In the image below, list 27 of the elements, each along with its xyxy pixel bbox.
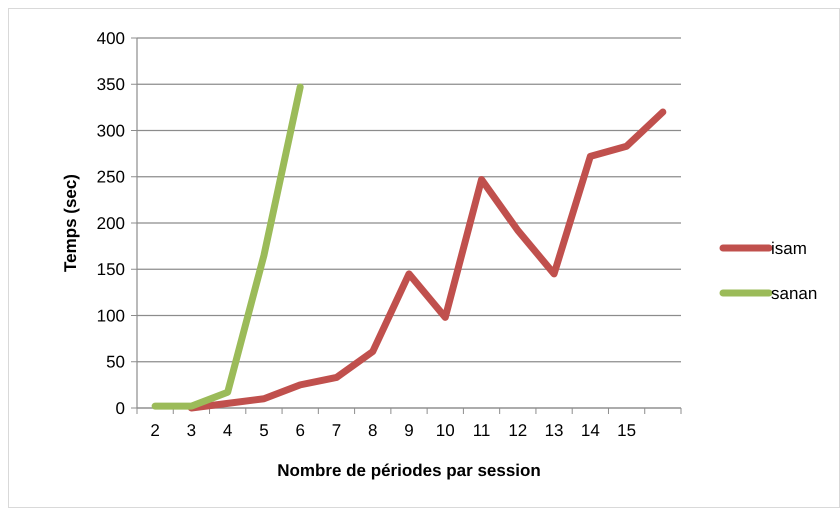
x-tick-label: 10	[436, 421, 455, 440]
y-tick-label: 400	[96, 28, 125, 48]
x-tick-label: 6	[295, 421, 305, 440]
x-tick-label: 15	[617, 421, 636, 440]
y-tick-label: 150	[96, 260, 125, 280]
x-tick-label: 8	[368, 421, 378, 440]
y-tick-label: 200	[96, 214, 125, 233]
y-tick-label: 0	[116, 398, 125, 418]
y-axis-title: Temps (sec)	[61, 174, 80, 272]
y-tick-label: 350	[96, 75, 125, 94]
x-tick-label: 3	[186, 421, 196, 440]
y-tick-label: 300	[96, 121, 125, 140]
y-tick-label: 250	[96, 168, 125, 187]
legend-label: sanan	[771, 284, 818, 303]
x-tick-label: 13	[544, 421, 564, 440]
y-tick-label: 100	[96, 306, 125, 326]
x-tick-label: 7	[332, 421, 342, 440]
x-tick-label: 5	[259, 421, 269, 440]
x-tick-label: 14	[580, 421, 600, 440]
x-tick-label: 12	[508, 421, 528, 440]
x-tick-label: 4	[222, 421, 232, 440]
x-axis-title: Nombre de périodes par session	[277, 461, 541, 480]
y-tick-label: 50	[106, 352, 125, 372]
x-tick-label: 9	[404, 421, 414, 440]
legend-label: isam	[771, 238, 807, 258]
x-tick-label: 11	[472, 421, 490, 440]
x-tick-label: 2	[150, 421, 160, 440]
